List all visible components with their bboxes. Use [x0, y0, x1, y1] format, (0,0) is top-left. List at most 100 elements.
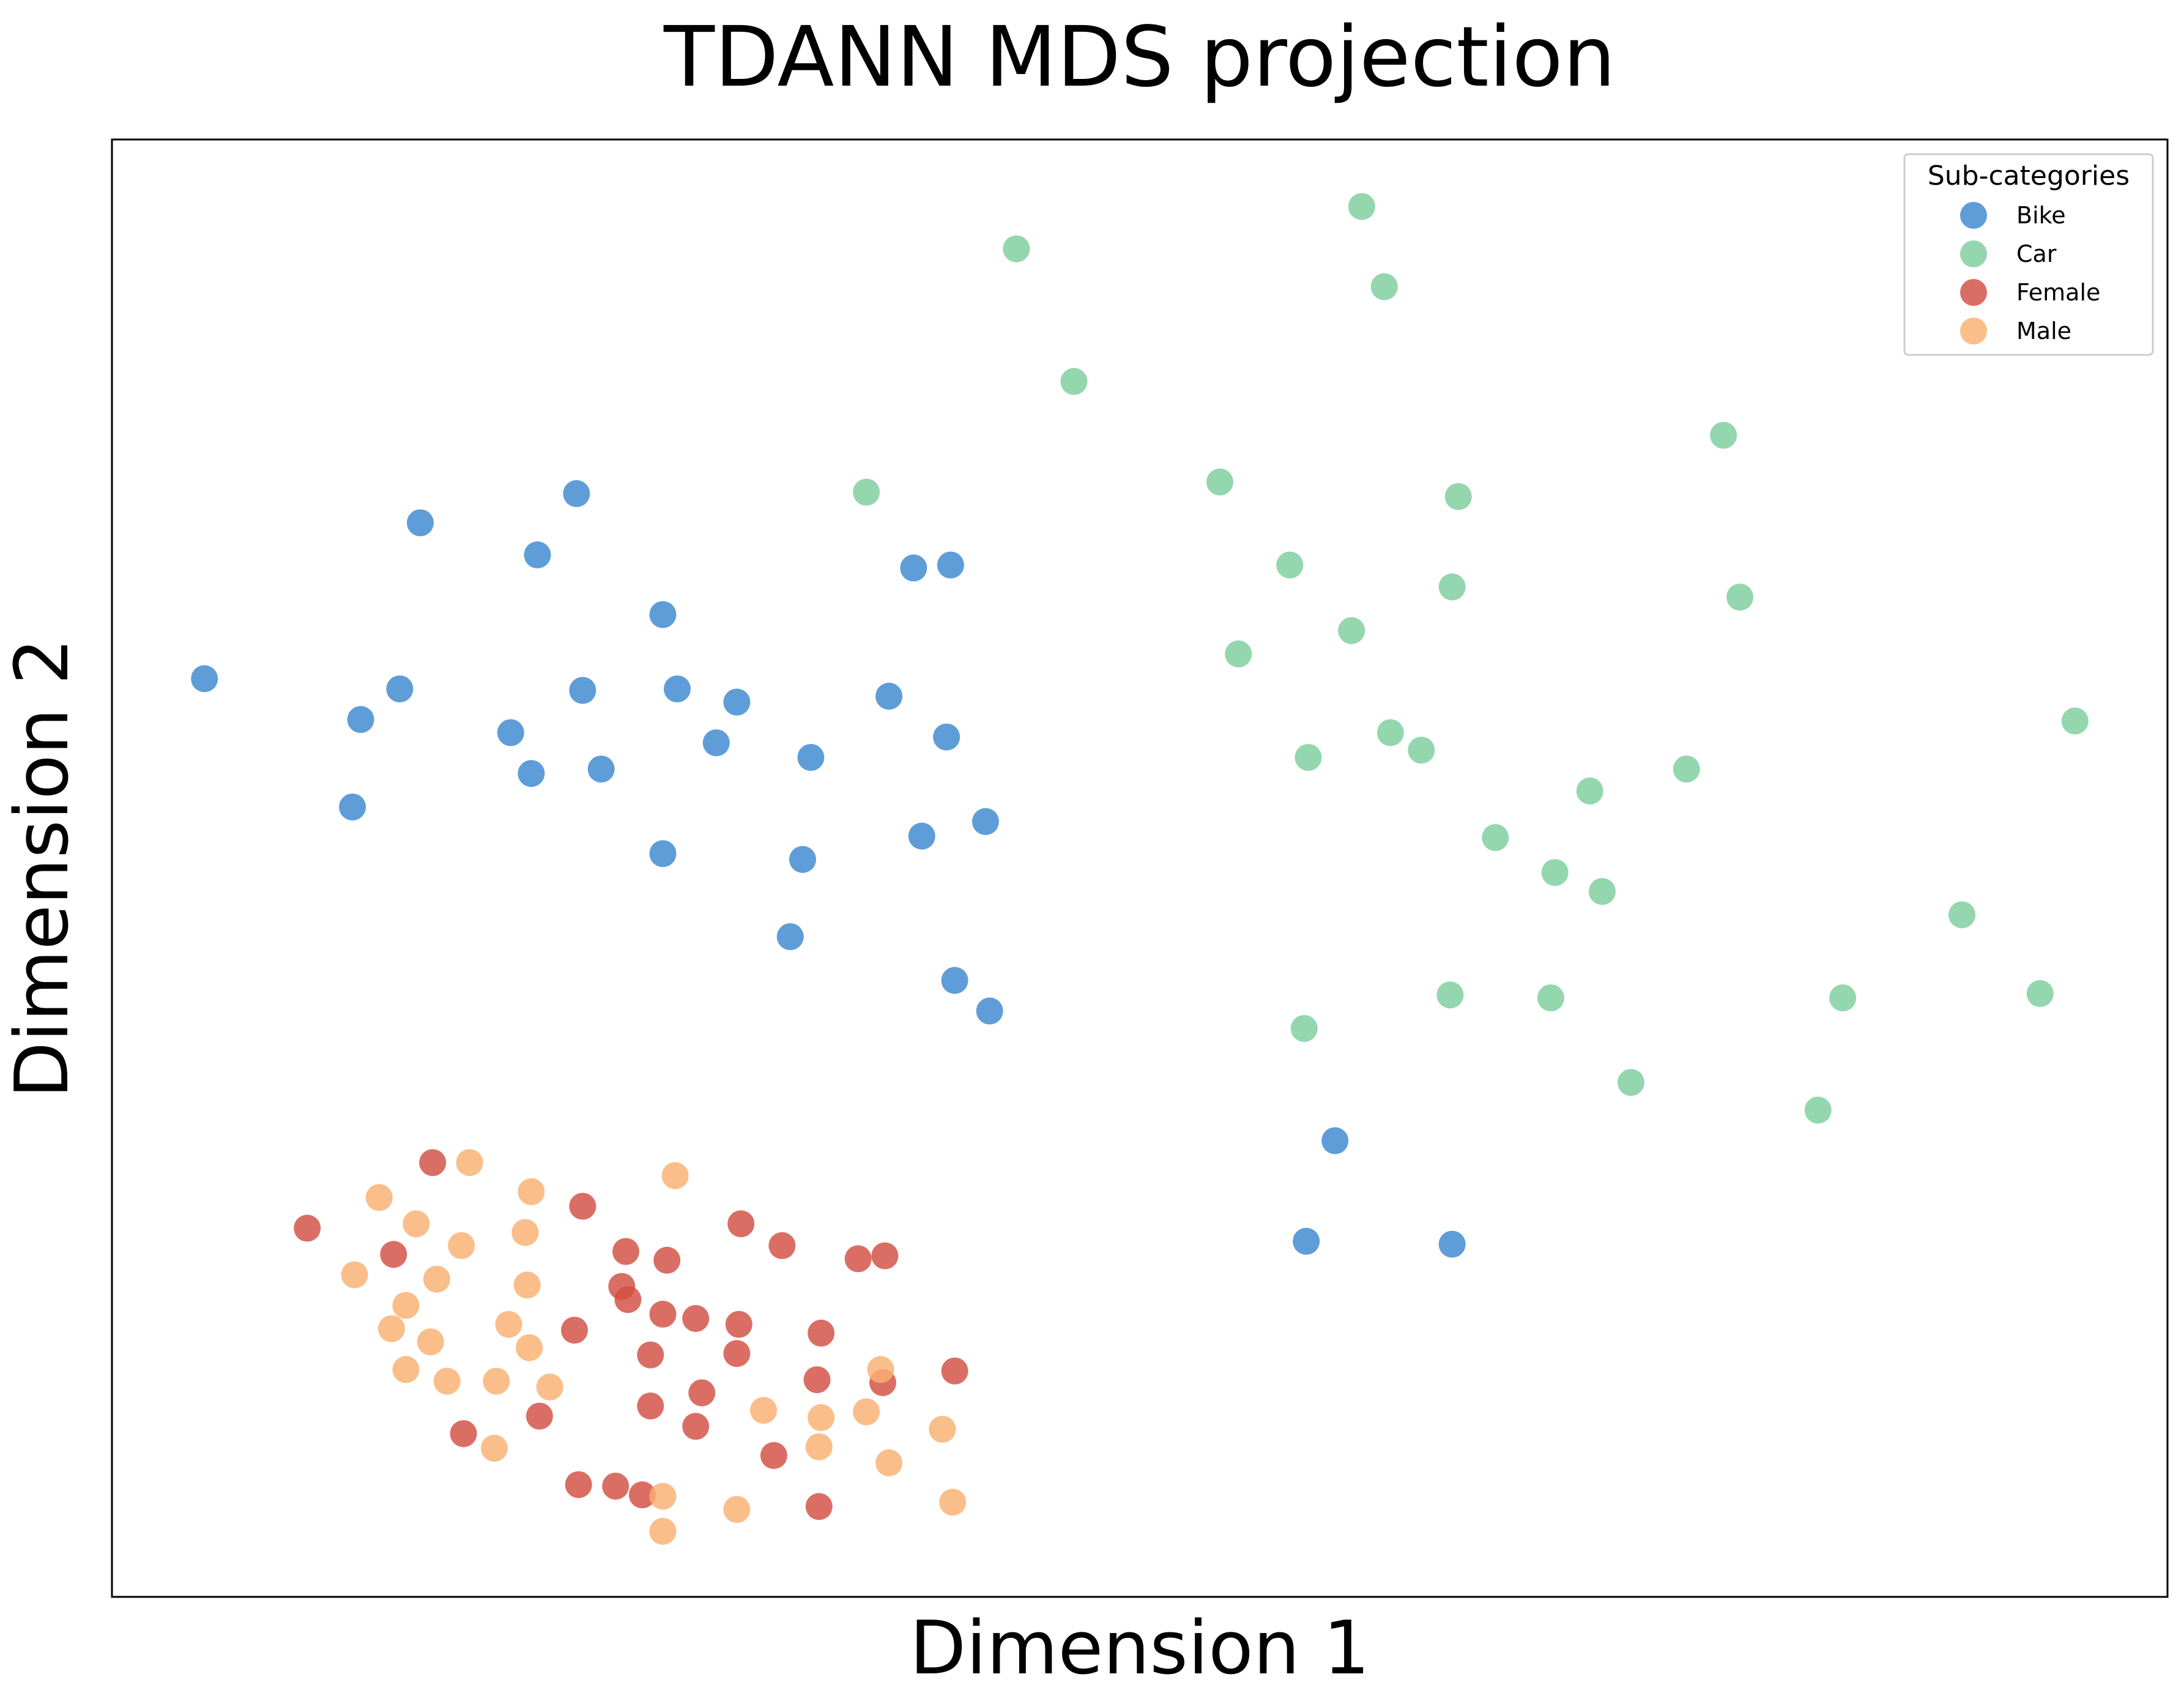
- point-female-26: [682, 1413, 710, 1440]
- legend-marker-female: [1960, 279, 1987, 306]
- point-bike-3: [386, 675, 414, 702]
- point-female-32: [871, 1242, 899, 1270]
- point-car-11: [1726, 583, 1754, 611]
- point-male-22: [808, 1404, 835, 1431]
- legend-items: Bike Car Female Male: [1960, 202, 2100, 344]
- point-female-16: [723, 1340, 751, 1367]
- point-bike-13: [664, 675, 691, 702]
- point-female-29: [602, 1473, 630, 1500]
- legend-label-car: Car: [2016, 240, 2057, 267]
- point-bike-5: [339, 794, 366, 820]
- point-bike-19: [776, 923, 804, 950]
- series-female: [294, 1149, 968, 1520]
- point-female-28: [565, 1471, 592, 1498]
- point-female-4: [569, 1192, 596, 1220]
- point-female-12: [649, 1300, 677, 1328]
- point-male-5: [518, 1178, 545, 1205]
- point-female-31: [805, 1493, 833, 1520]
- legend-label-female: Female: [2016, 279, 2100, 306]
- point-car-20: [1482, 824, 1509, 851]
- point-car-8: [1710, 422, 1737, 449]
- point-male-24: [929, 1416, 956, 1443]
- point-car-23: [1948, 901, 1975, 929]
- point-female-19: [688, 1379, 716, 1407]
- point-female-10: [844, 1245, 872, 1273]
- point-female-27: [760, 1441, 787, 1469]
- point-female-6: [612, 1238, 639, 1265]
- point-male-15: [392, 1356, 420, 1383]
- legend-marker-bike: [1960, 202, 1987, 229]
- point-car-4: [1060, 368, 1088, 395]
- point-male-27: [649, 1482, 677, 1510]
- point-car-2: [1348, 193, 1375, 220]
- point-car-9: [1276, 551, 1304, 579]
- legend-title: Sub-categories: [1928, 160, 2130, 192]
- points-layer: [191, 193, 2089, 1545]
- point-car-29: [1618, 1069, 1644, 1096]
- legend: Sub-categories Bike Car Female Male: [1903, 153, 2154, 356]
- point-car-6: [1206, 468, 1233, 496]
- x-axis-label: Dimension 1: [910, 1606, 1370, 1691]
- point-male-2: [365, 1184, 393, 1211]
- point-male-16: [433, 1367, 461, 1395]
- point-male-8: [341, 1261, 368, 1289]
- point-bike-8: [524, 541, 551, 568]
- point-bike-2: [347, 706, 374, 733]
- point-bike-1: [191, 665, 218, 693]
- point-car-25: [1537, 984, 1564, 1011]
- point-male-23: [853, 1398, 880, 1426]
- legend-item-bike: Bike: [1960, 202, 2066, 229]
- point-male-14: [516, 1334, 543, 1361]
- point-car-1: [1003, 235, 1030, 262]
- point-car-26: [1829, 984, 1857, 1011]
- point-bike-15: [723, 688, 751, 716]
- point-car-3: [1370, 273, 1398, 300]
- point-male-11: [513, 1271, 541, 1299]
- point-male-29: [939, 1489, 967, 1516]
- point-male-17: [483, 1367, 510, 1395]
- point-car-28: [1290, 1015, 1318, 1042]
- point-female-18: [637, 1341, 664, 1369]
- point-car-19: [1576, 777, 1603, 805]
- point-female-11: [614, 1286, 642, 1314]
- point-bike-20: [875, 682, 903, 710]
- point-female-9: [768, 1232, 796, 1259]
- point-car-10: [1438, 573, 1466, 601]
- point-bike-10: [518, 760, 545, 787]
- point-car-16: [1294, 744, 1322, 771]
- point-car-27: [2026, 980, 2054, 1007]
- point-bike-14: [702, 729, 730, 757]
- point-female-3: [380, 1241, 407, 1268]
- point-bike-22: [937, 551, 964, 579]
- point-bike-25: [908, 822, 935, 850]
- point-bike-11: [587, 756, 615, 783]
- point-bike-26: [972, 808, 999, 835]
- point-female-17: [561, 1317, 588, 1344]
- point-male-3: [403, 1210, 430, 1238]
- point-female-22: [941, 1357, 968, 1385]
- y-axis-label: Dimension 2: [0, 638, 85, 1098]
- point-female-15: [808, 1319, 835, 1347]
- point-bike-23: [933, 723, 960, 751]
- point-car-12: [1338, 617, 1365, 644]
- point-male-6: [511, 1219, 539, 1246]
- plot-area: [111, 138, 2169, 1598]
- point-male-18: [536, 1374, 563, 1400]
- point-bike-27: [976, 997, 1003, 1025]
- point-bike-12: [649, 601, 677, 628]
- point-car-15: [1376, 719, 1404, 746]
- point-male-26: [875, 1449, 903, 1476]
- point-bike-21: [900, 554, 927, 582]
- point-female-14: [725, 1311, 752, 1338]
- point-bike-29: [1293, 1227, 1320, 1255]
- point-bike-9: [569, 677, 596, 704]
- point-bike-7: [563, 480, 590, 507]
- point-female-30: [628, 1481, 656, 1509]
- point-male-25: [805, 1433, 833, 1460]
- point-male-10: [392, 1292, 420, 1319]
- point-male-21: [750, 1397, 778, 1424]
- point-female-25: [637, 1393, 664, 1419]
- point-male-4: [448, 1232, 475, 1259]
- point-male-20: [481, 1435, 508, 1462]
